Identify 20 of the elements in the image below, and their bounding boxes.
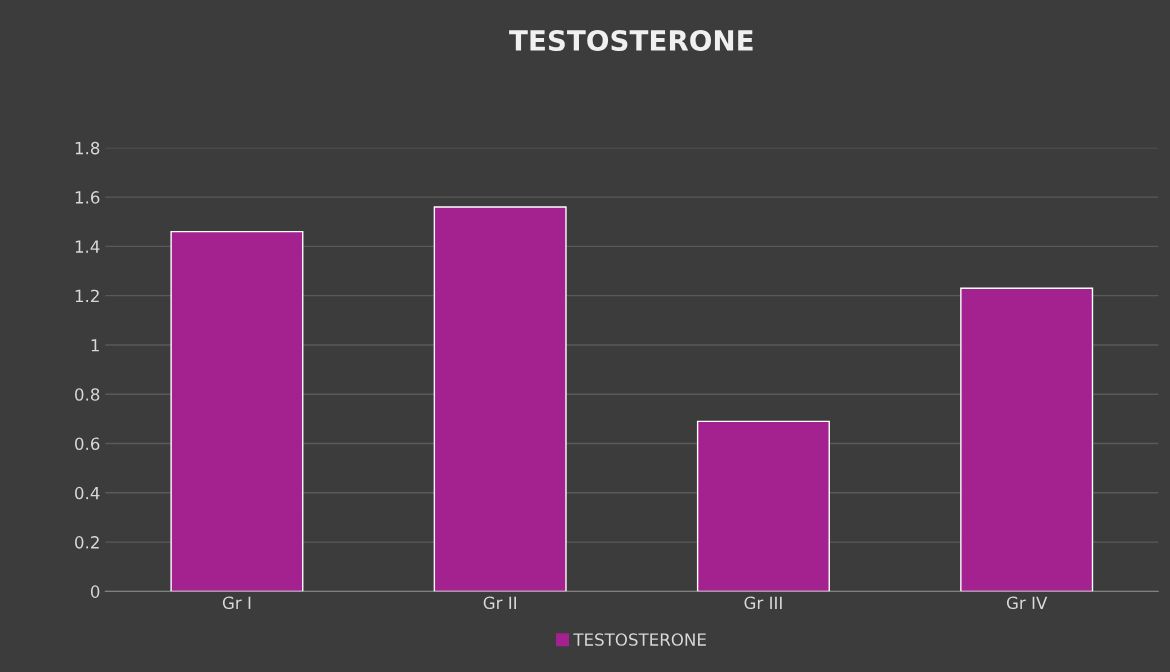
y-tick-label: 1.4	[75, 240, 100, 253]
bar	[433, 206, 567, 592]
x-tick-label: Gr III	[744, 596, 782, 610]
y-tick-label: 0.2	[75, 536, 99, 549]
x-tick-label: Gr II	[483, 596, 516, 610]
x-tick-label: Gr I	[222, 596, 251, 610]
chart-title: TESTOSTERONE	[509, 30, 753, 52]
y-tick-label: 1	[91, 339, 99, 352]
y-tick-label: 1.2	[75, 289, 99, 303]
bar	[170, 230, 304, 592]
bar	[960, 287, 1094, 592]
y-tick-label: 0.4	[75, 486, 100, 500]
y-tick-label: 0	[90, 585, 100, 598]
y-tick-label: 0.8	[75, 388, 100, 401]
y-tick-label: 1.6	[75, 191, 100, 204]
legend-label: TESTOSTERONE	[573, 633, 706, 646]
bar	[696, 420, 830, 592]
y-tick-label: 1.8	[75, 141, 100, 155]
x-tick-label: Gr IV	[1006, 596, 1048, 610]
y-tick-label: 0.6	[75, 437, 100, 451]
